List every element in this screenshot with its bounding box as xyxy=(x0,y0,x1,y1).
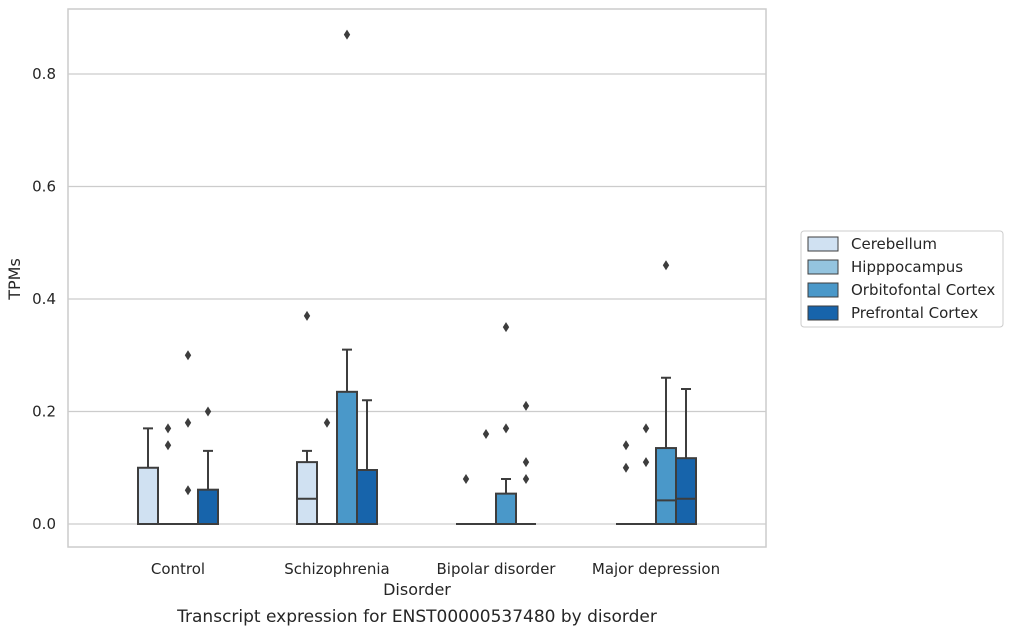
x-tick-label: Control xyxy=(151,560,205,578)
legend-swatch xyxy=(807,236,839,252)
y-tick-label: 0.8 xyxy=(32,65,56,83)
outlier-marker xyxy=(323,417,331,428)
x-tick-label: Major depression xyxy=(592,560,720,578)
box-orbitofontal-cortex xyxy=(336,348,358,525)
box-cerebellum xyxy=(137,427,159,525)
outlier-marker xyxy=(502,423,510,434)
y-tick-label: 0.0 xyxy=(32,515,56,533)
legend-entry-label: Cerebellum xyxy=(851,235,937,253)
legend-entry-label: Prefrontal Cortex xyxy=(851,304,978,322)
outlier-marker xyxy=(522,400,530,411)
x-axis-label: Disorder xyxy=(383,580,451,599)
legend-frame xyxy=(800,230,1004,328)
box-body xyxy=(356,469,378,525)
y-tick-label: 0.4 xyxy=(32,290,56,308)
y-axis-label: TPMs xyxy=(5,258,24,301)
box-body xyxy=(197,488,219,525)
box-body xyxy=(675,457,697,525)
box-orbitofontal-cortex xyxy=(655,376,677,525)
box-orbitofontal-cortex xyxy=(495,478,517,525)
legend-swatch xyxy=(807,305,839,321)
outlier-marker xyxy=(303,310,311,321)
legend-swatch xyxy=(807,282,839,298)
chart-caption: Transcript expression for ENST0000053748… xyxy=(176,607,657,627)
outlier-marker xyxy=(522,457,530,468)
y-tick-label: 0.2 xyxy=(32,403,56,421)
outlier-marker xyxy=(164,440,172,451)
x-tick-label: Schizophrenia xyxy=(284,560,389,578)
box-body xyxy=(336,390,358,525)
outlier-marker xyxy=(462,474,470,484)
outlier-marker xyxy=(164,423,172,434)
outlier-marker xyxy=(642,423,650,434)
outlier-marker xyxy=(622,462,630,473)
outlier-marker xyxy=(662,260,670,271)
outlier-marker xyxy=(184,350,192,361)
plot-area-frame xyxy=(67,8,767,548)
outlier-marker xyxy=(502,322,510,333)
y-tick-label: 0.6 xyxy=(32,178,56,196)
box-body xyxy=(655,447,677,525)
outlier-marker xyxy=(522,474,530,484)
outlier-marker xyxy=(184,417,192,428)
outlier-marker xyxy=(622,440,630,451)
box-body xyxy=(137,466,159,525)
x-axis-ticks: Control Schizophrenia Bipolar disorder Majo… xyxy=(151,560,720,578)
outlier-marker xyxy=(642,457,650,468)
box-body xyxy=(495,492,517,525)
box-body xyxy=(296,461,318,525)
legend: Cerebellum Hipppocampus Orbitofontal Corte… xyxy=(800,230,1004,328)
outlier-marker xyxy=(204,406,212,417)
outlier-marker xyxy=(184,485,192,496)
outlier-marker xyxy=(482,429,490,439)
legend-entry-label: Orbitofontal Cortex xyxy=(851,281,995,299)
y-axis-ticks: 0.0 0.2 0.4 0.6 0.8 xyxy=(32,65,56,533)
box-prefrontal-cortex xyxy=(675,388,697,525)
x-tick-label: Bipolar disorder xyxy=(437,560,557,578)
boxes xyxy=(137,348,697,525)
legend-entry-label: Hipppocampus xyxy=(851,258,963,276)
box-prefrontal-cortex xyxy=(356,399,378,525)
box-cerebellum xyxy=(296,449,318,525)
outliers xyxy=(164,29,670,496)
box-prefrontal-cortex xyxy=(197,449,219,525)
outlier-marker xyxy=(343,29,351,40)
legend-swatch xyxy=(807,259,839,275)
